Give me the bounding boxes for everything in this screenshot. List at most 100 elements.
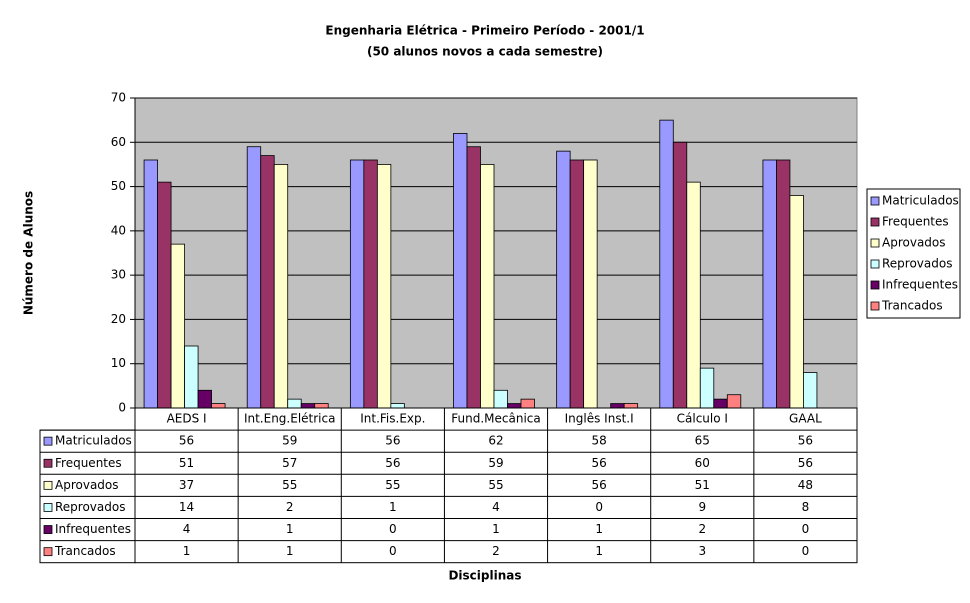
table-cell: 57 [282, 456, 297, 470]
bar [376, 164, 392, 409]
chart-title: Engenharia Elétrica - Primeiro Período -… [325, 24, 644, 38]
table-row-label: Infrequentes [55, 522, 131, 536]
x-axis-label: Disciplinas [448, 569, 521, 583]
y-tick-label: 10 [111, 356, 126, 370]
bar [699, 367, 715, 409]
table-cell: 60 [695, 456, 710, 470]
table-cell: 59 [282, 434, 297, 448]
table-cell: 56 [385, 456, 400, 470]
bar [569, 159, 585, 409]
x-tick-label: Int.Fis.Exp. [360, 412, 425, 426]
table-row-label: Frequentes [55, 456, 122, 470]
bar [273, 164, 289, 409]
table-cell: 51 [695, 478, 710, 492]
bar [726, 394, 742, 409]
legend-key [870, 259, 880, 269]
table-cell: 1 [286, 544, 294, 558]
table-legend-key [43, 547, 53, 557]
y-tick-label: 40 [111, 223, 126, 237]
table-cell: 55 [385, 478, 400, 492]
bar [480, 164, 495, 409]
table-cell: 56 [385, 434, 400, 448]
table-cell: 1 [286, 522, 294, 536]
bar [520, 398, 535, 409]
table-cell: 56 [798, 456, 813, 470]
table-cell: 9 [698, 500, 706, 514]
table-cell: 55 [282, 478, 297, 492]
table-cell: 0 [389, 522, 397, 536]
table-cell: 3 [698, 544, 706, 558]
bar [143, 159, 158, 409]
bar [260, 155, 275, 409]
table-cell: 62 [488, 434, 503, 448]
bar [556, 150, 571, 409]
table-cell: 0 [595, 500, 603, 514]
bar [789, 195, 804, 409]
bar [157, 181, 172, 409]
table-cell: 56 [798, 434, 813, 448]
legend-label: Frequentes [882, 215, 949, 229]
bar [300, 403, 316, 409]
table-row-label: Matriculados [55, 434, 132, 448]
table-cell: 51 [179, 456, 194, 470]
table-cell: 1 [492, 522, 500, 536]
legend-label: Aprovados [882, 236, 946, 250]
table-cell: 1 [183, 544, 191, 558]
table-cell: 1 [595, 544, 603, 558]
legend-key [870, 196, 880, 206]
bar [507, 403, 522, 409]
table-cell: 0 [802, 544, 810, 558]
bar [363, 159, 378, 409]
table-cell: 2 [698, 522, 706, 536]
bar [453, 133, 468, 409]
table-cell: 0 [802, 522, 810, 536]
table-cell: 65 [695, 434, 710, 448]
table-cell: 4 [492, 500, 500, 514]
legend-key [870, 238, 880, 248]
legend-label: Reprovados [882, 257, 952, 271]
table-legend-key [43, 525, 53, 534]
bar [583, 159, 598, 409]
table-cell: 59 [488, 456, 503, 470]
bar [762, 159, 777, 409]
bar [776, 159, 791, 409]
bar [197, 389, 212, 409]
table-cell: 8 [802, 500, 810, 514]
chart-subtitle: (50 alunos novos a cada semestre) [367, 45, 603, 59]
bar [211, 403, 226, 409]
table-row-label: Reprovados [55, 500, 125, 514]
table-cell: 58 [592, 434, 607, 448]
bar [610, 403, 625, 409]
bar [466, 146, 481, 409]
bar [686, 181, 701, 409]
table-legend-key [43, 503, 53, 512]
bar [184, 345, 199, 409]
y-axis-label: Número de Alunos [22, 191, 36, 315]
table-cell: 56 [592, 478, 607, 492]
x-tick-label: Inglês Inst.I [565, 412, 634, 426]
table-cell: 1 [595, 522, 603, 536]
table-row-label: Trancados [54, 544, 116, 558]
bar [349, 159, 365, 409]
bar [803, 372, 818, 409]
x-tick-label: Fund.Mecânica [451, 412, 540, 426]
legend-box [866, 188, 961, 319]
bar [246, 146, 262, 409]
legend-label: Trancados [881, 299, 943, 313]
bar [493, 389, 508, 409]
table-cell: 1 [389, 500, 397, 514]
table-cell: 56 [592, 456, 607, 470]
x-tick-label: Int.Eng.Elétrica [244, 412, 336, 426]
table-row-label: Aprovados [55, 478, 119, 492]
table-cell: 37 [179, 478, 194, 492]
table-cell: 2 [492, 544, 500, 558]
table-cell: 4 [183, 522, 191, 536]
bar [314, 403, 329, 409]
table-cell: 48 [798, 478, 813, 492]
table-cell: 2 [286, 500, 294, 514]
y-tick-label: 70 [111, 91, 126, 105]
y-tick-label: 50 [111, 179, 126, 193]
bar [659, 119, 674, 409]
legend-label: Matriculados [882, 194, 959, 208]
